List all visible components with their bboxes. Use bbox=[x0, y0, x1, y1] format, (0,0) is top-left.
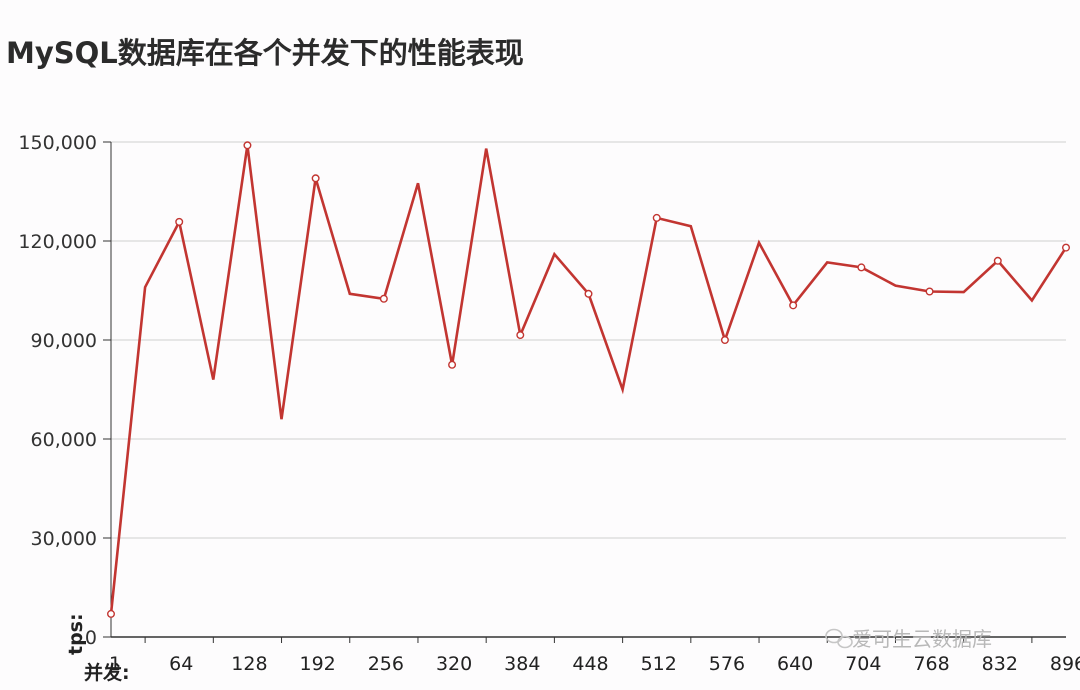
y-tick-label: 90,000 bbox=[31, 330, 97, 352]
y-axis-name: tps: bbox=[65, 613, 87, 655]
data-point[interactable] bbox=[106, 609, 115, 618]
x-tick-label: 832 bbox=[982, 653, 1018, 675]
data-point[interactable] bbox=[516, 331, 525, 340]
x-tick-label: 320 bbox=[436, 653, 472, 675]
data-point[interactable] bbox=[243, 141, 252, 150]
x-tick-label: 704 bbox=[845, 653, 881, 675]
x-tick-label: 512 bbox=[641, 653, 677, 675]
data-point[interactable] bbox=[379, 294, 388, 303]
x-tick-label: 384 bbox=[504, 653, 540, 675]
y-tick-label: 120,000 bbox=[18, 231, 97, 253]
x-axis: 1 64 128 192 256 320 384 448 512 576 640 704 768 832 8… bbox=[109, 142, 1080, 675]
data-point[interactable] bbox=[448, 360, 457, 369]
data-point[interactable] bbox=[857, 263, 866, 272]
y-tick-label: 0 bbox=[85, 627, 97, 649]
x-axis-name: 并发: bbox=[84, 661, 130, 684]
data-point[interactable] bbox=[1061, 243, 1070, 252]
x-tick-label: 448 bbox=[572, 653, 608, 675]
data-point[interactable] bbox=[993, 256, 1002, 265]
y-tick-label: 150,000 bbox=[18, 132, 97, 154]
y-tick-label: 30,000 bbox=[31, 528, 97, 550]
x-tick-label: 128 bbox=[231, 653, 267, 675]
x-tick-label: 576 bbox=[709, 653, 745, 675]
x-tick-label: 896 bbox=[1050, 653, 1080, 675]
series-line bbox=[109, 145, 1068, 615]
chart-title: MySQL数据库在各个并发下的性能表现 bbox=[6, 36, 524, 70]
data-point[interactable] bbox=[925, 287, 934, 296]
data-point[interactable] bbox=[789, 301, 798, 310]
data-point[interactable] bbox=[720, 336, 729, 345]
wechat-icon bbox=[825, 628, 853, 649]
x-tick-label: 640 bbox=[777, 653, 813, 675]
data-point[interactable] bbox=[311, 174, 320, 183]
data-point[interactable] bbox=[652, 213, 661, 222]
watermark: 爱可生云数据库 bbox=[825, 627, 992, 651]
data-point[interactable] bbox=[584, 289, 593, 298]
data-point[interactable] bbox=[175, 217, 184, 226]
y-tick-label: 60,000 bbox=[31, 429, 97, 451]
watermark-text: 爱可生云数据库 bbox=[852, 627, 992, 651]
x-tick-label: 256 bbox=[368, 653, 404, 675]
x-tick-label: 192 bbox=[300, 653, 336, 675]
x-tick-label: 1 bbox=[109, 653, 121, 675]
series-layer bbox=[106, 141, 1070, 618]
y-axis-ticks: 0 30,000 60,000 90,000 120,000 150,000 bbox=[18, 132, 111, 649]
x-tick-label: 768 bbox=[913, 653, 949, 675]
x-tick-label: 64 bbox=[169, 653, 193, 675]
grid-lines bbox=[111, 141, 1066, 539]
